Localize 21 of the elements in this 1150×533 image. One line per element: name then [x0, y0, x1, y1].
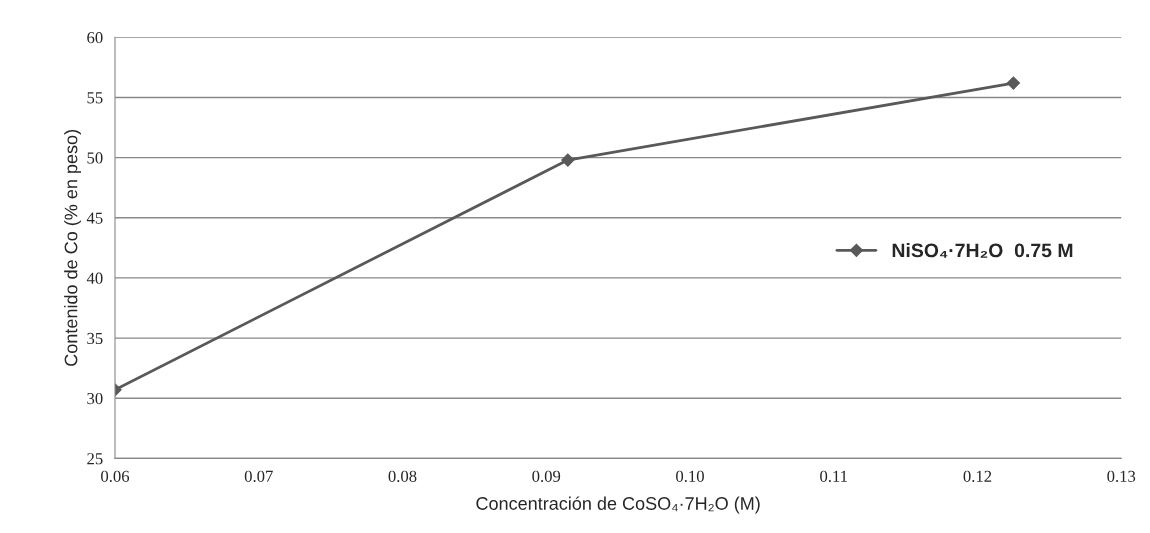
y-tick-label: 50 [87, 152, 103, 164]
x-tick-label: 0.09 [532, 470, 561, 482]
x-tick-label: 0.08 [388, 470, 417, 482]
y-tick-label: 45 [86, 212, 103, 224]
point [561, 153, 575, 167]
x-tick-label: 0.11 [820, 470, 848, 482]
x-tick-label: 0.12 [963, 470, 992, 482]
y-tick-label: 25 [87, 453, 103, 465]
legend-label: NiSO₄·7H₂O 0.75 M [892, 242, 1073, 258]
y-tick-label: 30 [87, 392, 103, 405]
x-tick-label: 0.10 [676, 470, 704, 482]
x-axis-title: Concentración de CoSO₄·7H₂O (M) [476, 496, 760, 514]
y-tick-label: 55 [87, 92, 103, 104]
y-tick-label: 60 [87, 32, 103, 44]
y-tick-label: 35 [87, 332, 103, 345]
x-tick-label: 0.07 [244, 470, 273, 482]
point [1006, 76, 1021, 90]
y-axis-title: Contenido de Co (% en peso) [64, 130, 81, 366]
x-tick-label: 0.13 [1107, 470, 1136, 482]
x-tick-label: 0.06 [101, 470, 130, 482]
y-tick-label: 40 [86, 272, 103, 284]
